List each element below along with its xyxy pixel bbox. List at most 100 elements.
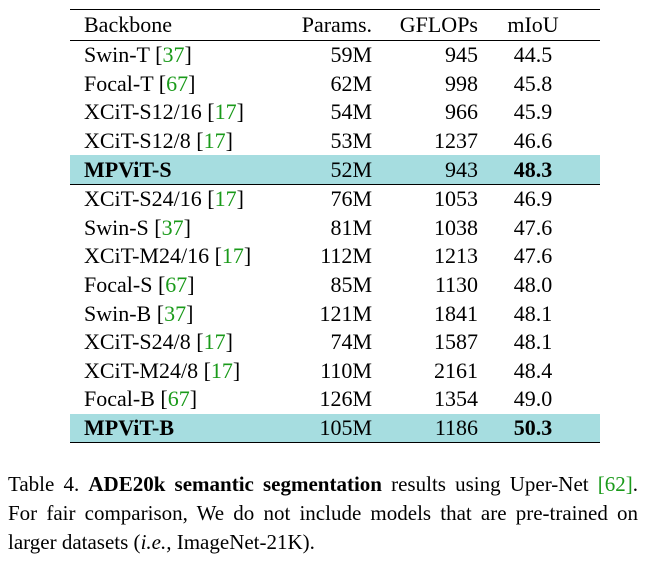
cell-params: 85M	[330, 272, 372, 298]
model-citation[interactable]: 37	[164, 300, 187, 326]
cell-gflops: 1186	[434, 415, 478, 441]
model-name: Focal-S	[84, 272, 153, 298]
model-name: XCiT-M24/16	[84, 243, 210, 269]
cell-backbone: XCiT-M24/8 [17]	[84, 357, 241, 383]
cell-backbone: Focal-S [67]	[84, 272, 195, 298]
cell-params: 59M	[330, 42, 372, 68]
caption-citation[interactable]: [62]	[597, 472, 633, 496]
cell-params: 54M	[330, 99, 372, 125]
table-row: Focal-T [67] 62M 998 45.8	[70, 70, 600, 99]
cell-gflops: 1587	[434, 329, 478, 355]
table-header-row: Backbone Params. GFLOPs mIoU	[70, 10, 600, 40]
table-row-highlight: MPViT-B 105M 1186 50.3	[70, 413, 600, 443]
table-row: XCiT-M24/16 [17] 112M 1213 47.6	[70, 242, 600, 271]
table-row: XCiT-S24/16 [17] 76M 1053 46.9	[70, 185, 600, 214]
cell-backbone: XCiT-S24/8 [17]	[84, 329, 233, 355]
caption-italic: i.e.,	[140, 530, 172, 554]
caption-text-1: results using Uper-Net	[381, 472, 598, 496]
cell-backbone: MPViT-S	[84, 156, 172, 182]
cell-params: 62M	[330, 70, 372, 96]
header-miou: mIoU	[507, 12, 559, 37]
caption-text-3: ImageNet-21K).	[171, 530, 315, 554]
table-group-rule	[70, 40, 600, 41]
cell-params: 110M	[320, 357, 372, 383]
model-name: Swin-B	[84, 300, 152, 326]
cell-params: 126M	[319, 386, 372, 412]
caption-text-2: . For fair comparison, We do not include…	[8, 472, 638, 554]
cell-backbone: XCiT-S24/16 [17]	[84, 186, 244, 212]
cell-backbone: Focal-B [67]	[84, 386, 198, 412]
cell-backbone: XCiT-S12/8 [17]	[84, 128, 233, 154]
table-row: XCiT-S12/8 [17] 53M 1237 46.6	[70, 127, 600, 156]
model-citation[interactable]: 37	[162, 42, 185, 68]
cell-gflops: 966	[445, 99, 478, 125]
model-name: XCiT-S24/8	[84, 329, 191, 355]
cell-miou: 48.1	[513, 300, 553, 326]
cell-gflops: 2161	[434, 357, 478, 383]
model-citation[interactable]: 17	[203, 329, 226, 355]
table-row-highlight: MPViT-S 52M 943 48.3	[70, 155, 600, 184]
model-citation[interactable]: 67	[166, 70, 189, 96]
model-citation[interactable]: 17	[214, 186, 237, 212]
model-citation[interactable]: 17	[221, 243, 244, 269]
cell-backbone: MPViT-B	[84, 415, 175, 441]
table-row: XCiT-S12/16 [17] 54M 966 45.9	[70, 98, 600, 127]
model-name: XCiT-S12/8	[84, 128, 191, 154]
table-caption: Table 4. ADE20k semantic segmentation re…	[8, 470, 638, 557]
cell-miou: 49.0	[513, 386, 553, 412]
cell-gflops: 1038	[434, 214, 478, 240]
table-bottom-rule	[70, 442, 600, 444]
model-citation[interactable]: 67	[167, 386, 190, 412]
cell-backbone: Swin-T [37]	[84, 42, 192, 68]
table-row: Swin-T [37] 59M 945 44.5	[70, 41, 600, 70]
results-table: Backbone Params. GFLOPs mIoU Swin-T [37]…	[70, 9, 600, 444]
table-row: Focal-B [67] 126M 1354 49.0	[70, 385, 600, 414]
cell-gflops: 1841	[434, 300, 478, 326]
cell-backbone: Swin-S [37]	[84, 214, 191, 240]
cell-gflops: 945	[445, 42, 478, 68]
table-row: Focal-S [67] 85M 1130 48.0	[70, 271, 600, 300]
cell-miou: 48.4	[513, 357, 553, 383]
cell-backbone: XCiT-S12/16 [17]	[84, 99, 244, 125]
cell-miou: 48.0	[513, 272, 553, 298]
cell-miou: 46.6	[513, 128, 553, 154]
model-citation[interactable]: 17	[210, 357, 233, 383]
model-citation[interactable]: 17	[214, 99, 237, 125]
cell-gflops: 1213	[434, 243, 478, 269]
table-row: Swin-S [37] 81M 1038 47.6	[70, 214, 600, 243]
cell-params: 52M	[330, 156, 372, 182]
cell-backbone: Focal-T [67]	[84, 70, 196, 96]
caption-label: Table 4.	[8, 472, 80, 496]
cell-miou: 46.9	[513, 186, 553, 212]
model-name: XCiT-M24/8	[84, 357, 199, 383]
table-row: XCiT-S24/8 [17] 74M 1587 48.1	[70, 328, 600, 357]
table-top-rule	[70, 9, 600, 10]
header-params: Params.	[301, 12, 372, 37]
cell-miou: 48.1	[513, 329, 553, 355]
table-row: XCiT-M24/8 [17] 110M 2161 48.4	[70, 357, 600, 386]
cell-miou: 44.5	[513, 42, 553, 68]
cell-gflops: 1053	[434, 186, 478, 212]
cell-gflops: 1237	[434, 128, 478, 154]
table-group-rule	[70, 183, 600, 185]
cell-backbone: XCiT-M24/16 [17]	[84, 243, 252, 269]
model-name: Swin-T	[84, 42, 150, 68]
model-citation[interactable]: 67	[165, 272, 188, 298]
model-name: Focal-T	[84, 70, 154, 96]
cell-miou: 45.8	[513, 70, 553, 96]
cell-params: 74M	[330, 329, 372, 355]
cell-miou: 45.9	[513, 99, 553, 125]
model-name: XCiT-S24/16	[84, 186, 202, 212]
table-row: Swin-B [37] 121M 1841 48.1	[70, 299, 600, 328]
model-citation[interactable]: 17	[203, 128, 226, 154]
header-backbone: Backbone	[84, 12, 172, 37]
model-name: Focal-B	[84, 386, 155, 412]
cell-gflops: 943	[445, 156, 478, 182]
cell-gflops: 1354	[434, 386, 478, 412]
model-citation[interactable]: 37	[161, 214, 184, 240]
cell-miou: 47.6	[513, 214, 553, 240]
cell-gflops: 998	[445, 70, 478, 96]
cell-params: 121M	[319, 300, 372, 326]
header-gflops: GFLOPs	[399, 12, 478, 37]
cell-backbone: Swin-B [37]	[84, 300, 194, 326]
